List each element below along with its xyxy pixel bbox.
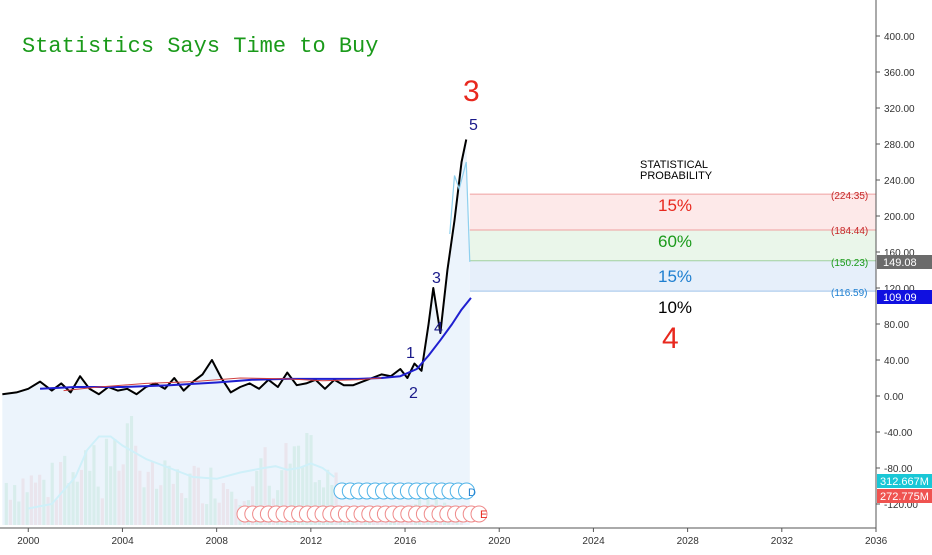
y-tick-label: 320.00	[884, 104, 915, 115]
y-tick-label: 240.00	[884, 176, 915, 187]
wave-2-label: 2	[409, 385, 418, 402]
dividend-marker-label: D	[468, 487, 476, 499]
pct-low-label: 15%	[658, 267, 692, 286]
y-tick-label: -40.00	[884, 428, 913, 439]
probability-zone-2	[469, 260, 876, 292]
pct-bottom-label: 10%	[658, 298, 692, 317]
price-line	[2, 139, 468, 396]
y-tick-label: 0.00	[884, 392, 904, 403]
earnings-marker	[470, 505, 488, 523]
y-tick-label: 40.00	[884, 356, 909, 367]
level-150-label: (150.23)	[831, 258, 868, 269]
x-tick-label: 2024	[582, 536, 605, 547]
price-tag: 149.08	[883, 257, 917, 269]
x-tick-label: 2036	[865, 536, 888, 547]
price-tags: 149.08 109.09 312.667M 272.775M	[877, 255, 932, 503]
volume-tag-2: 272.775M	[880, 491, 929, 503]
y-tick-label: 160.00	[884, 248, 915, 259]
x-tick-label: 2000	[17, 536, 40, 547]
price-spike-line	[449, 161, 471, 262]
level-116-label: (116.59)	[831, 288, 868, 299]
y-tick-label: 280.00	[884, 140, 915, 151]
probability-zones	[469, 193, 876, 292]
volume-tag-1: 312.667M	[880, 476, 929, 488]
probability-zone-0	[469, 194, 876, 231]
x-tick-label: 2004	[111, 536, 134, 547]
x-tick-label: 2032	[771, 536, 794, 547]
price-area	[2, 139, 470, 525]
pct-mid-label: 60%	[658, 232, 692, 251]
wave-big-3-label: 3	[463, 75, 480, 108]
ma-tag: 109.09	[883, 292, 917, 304]
level-224-label: (224.35)	[831, 191, 868, 202]
moving-average-line	[39, 297, 472, 390]
wave-4-label: 4	[434, 320, 443, 337]
y-tick-label: 80.00	[884, 320, 909, 331]
wave-5-label: 5	[469, 117, 478, 134]
earnings-marker-label: E	[480, 509, 487, 521]
annotations: Statistics Says Time to Buy STATISTICAL …	[22, 34, 868, 402]
wave-3-label: 3	[432, 270, 441, 287]
dividend-marker	[458, 482, 475, 500]
stat-title-line2: PROBABILITY	[640, 170, 713, 182]
pct-top-label: 15%	[658, 196, 692, 215]
x-tick-label: 2020	[488, 536, 511, 547]
stat-title-line1: STATISTICAL	[640, 159, 708, 171]
chart-title: Statistics Says Time to Buy	[22, 34, 378, 59]
y-tick-label: 400.00	[884, 32, 915, 43]
wave-big-4-label: 4	[662, 322, 679, 355]
axes: 400.00360.00320.00280.00240.00200.00160.…	[0, 0, 918, 547]
x-tick-label: 2028	[677, 536, 700, 547]
probability-zone-1	[469, 230, 876, 261]
price-area-fill	[2, 139, 470, 525]
short-average-line	[63, 377, 382, 392]
y-tick-label: 360.00	[884, 68, 915, 79]
x-tick-label: 2012	[300, 536, 323, 547]
y-tick-label: -80.00	[884, 464, 913, 475]
wave-1-label: 1	[406, 345, 415, 362]
volume-tag-1-bg	[877, 474, 932, 488]
level-184-label: (184.44)	[831, 226, 868, 237]
event-markers: DE	[236, 482, 488, 523]
price-lines	[2, 139, 472, 396]
price-tag-bg	[877, 255, 932, 269]
x-tick-label: 2008	[206, 536, 229, 547]
volume-tag-2-bg	[877, 489, 932, 503]
y-tick-label: 200.00	[884, 212, 915, 223]
y-tick-label: 120.00	[884, 284, 915, 295]
x-tick-label: 2016	[394, 536, 417, 547]
ma-tag-bg	[877, 290, 932, 304]
y-tick-label: -120.00	[884, 500, 918, 511]
